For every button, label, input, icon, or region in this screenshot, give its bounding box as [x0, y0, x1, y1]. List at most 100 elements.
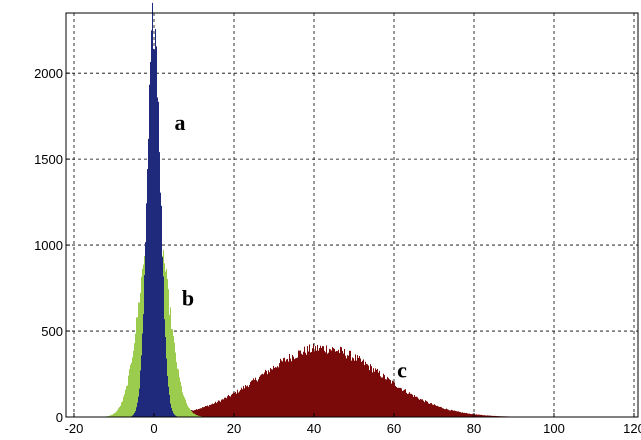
bar-c — [407, 393, 408, 417]
bar-c — [456, 411, 457, 417]
bar-c — [225, 397, 226, 417]
bar-c — [469, 413, 470, 417]
bar-b — [176, 362, 177, 417]
bar-c — [442, 408, 443, 417]
bar-c — [373, 368, 374, 417]
bar-c — [314, 351, 315, 417]
bar-c — [199, 408, 200, 417]
bar-c — [481, 414, 482, 417]
bar-a — [175, 415, 176, 417]
bar-c — [376, 369, 377, 417]
bar-c — [267, 374, 268, 417]
bar-a — [145, 242, 146, 417]
bar-a — [153, 48, 154, 417]
bar-b — [167, 278, 168, 417]
bar-c — [324, 350, 325, 417]
bar-c — [362, 360, 363, 417]
bar-c — [301, 353, 302, 417]
bar-c — [207, 405, 208, 417]
bar-c — [229, 396, 230, 417]
bar-c — [325, 352, 326, 417]
bar-c — [409, 392, 410, 417]
bar-c — [320, 345, 321, 417]
bar-c — [231, 394, 232, 417]
bar-b — [190, 409, 191, 417]
bar-a — [162, 257, 163, 417]
bar-c — [239, 391, 240, 417]
bar-b — [118, 408, 119, 417]
bar-c — [363, 359, 364, 417]
bar-a — [170, 403, 171, 417]
bar-c — [443, 408, 444, 417]
bar-c — [268, 370, 269, 417]
bar-c — [492, 415, 493, 417]
bar-b — [128, 375, 129, 417]
bar-c — [412, 394, 413, 417]
bar-c — [254, 379, 255, 417]
bar-c — [350, 350, 351, 417]
bar-c — [221, 399, 222, 417]
bar-a — [140, 370, 141, 417]
bar-c — [410, 393, 411, 417]
bar-a — [158, 101, 159, 417]
bar-a — [159, 152, 160, 417]
bar-c — [286, 359, 287, 417]
x-tick-label: 0 — [150, 421, 157, 436]
bar-a — [163, 276, 164, 417]
bar-c — [440, 406, 441, 417]
bar-b — [138, 302, 139, 417]
bar-c — [315, 346, 316, 417]
bar-c — [395, 385, 396, 417]
x-tick-label: 100 — [543, 421, 565, 436]
bar-c — [466, 412, 467, 417]
bar-c — [222, 399, 223, 417]
bar-a — [148, 138, 149, 417]
bar-c — [356, 360, 357, 417]
bar-c — [300, 350, 301, 417]
bar-b — [140, 293, 141, 417]
bar-c — [206, 406, 207, 417]
bar-c — [371, 366, 372, 417]
bar-b — [115, 412, 116, 417]
bar-c — [422, 399, 423, 417]
bar-c — [477, 414, 478, 417]
bar-a — [134, 412, 135, 417]
bar-a — [136, 407, 137, 417]
bar-c — [313, 343, 314, 417]
bar-c — [347, 355, 348, 417]
bar-c — [297, 357, 298, 417]
bar-b — [193, 413, 194, 417]
bar-c — [230, 396, 231, 417]
bar-c — [458, 411, 459, 417]
bar-c — [241, 387, 242, 417]
bar-c — [258, 379, 259, 417]
bar-c — [488, 415, 489, 417]
bar-c — [464, 412, 465, 417]
bar-b — [184, 397, 185, 417]
y-tick-label: 2000 — [34, 66, 63, 81]
bar-b — [186, 402, 187, 417]
bar-c — [419, 399, 420, 417]
bar-a — [168, 386, 169, 417]
bar-b — [179, 377, 180, 417]
bar-b — [166, 268, 167, 417]
bar-b — [171, 328, 172, 417]
bar-c — [406, 392, 407, 417]
x-tick-label: 20 — [227, 421, 241, 436]
bar-c — [480, 414, 481, 417]
bar-c — [475, 414, 476, 417]
bar-c — [319, 348, 320, 417]
bar-b — [111, 414, 112, 417]
bar-a — [150, 61, 151, 417]
bar-c — [403, 390, 404, 417]
bar-c — [226, 398, 227, 417]
bar-c — [405, 389, 406, 417]
bar-c — [429, 403, 430, 417]
bar-c — [310, 352, 311, 417]
bar-c — [287, 358, 288, 417]
bar-c — [377, 368, 378, 417]
bar-c — [233, 392, 234, 417]
bar-c — [328, 352, 329, 417]
bar-c — [200, 408, 201, 417]
y-tick-label: 500 — [41, 324, 63, 339]
